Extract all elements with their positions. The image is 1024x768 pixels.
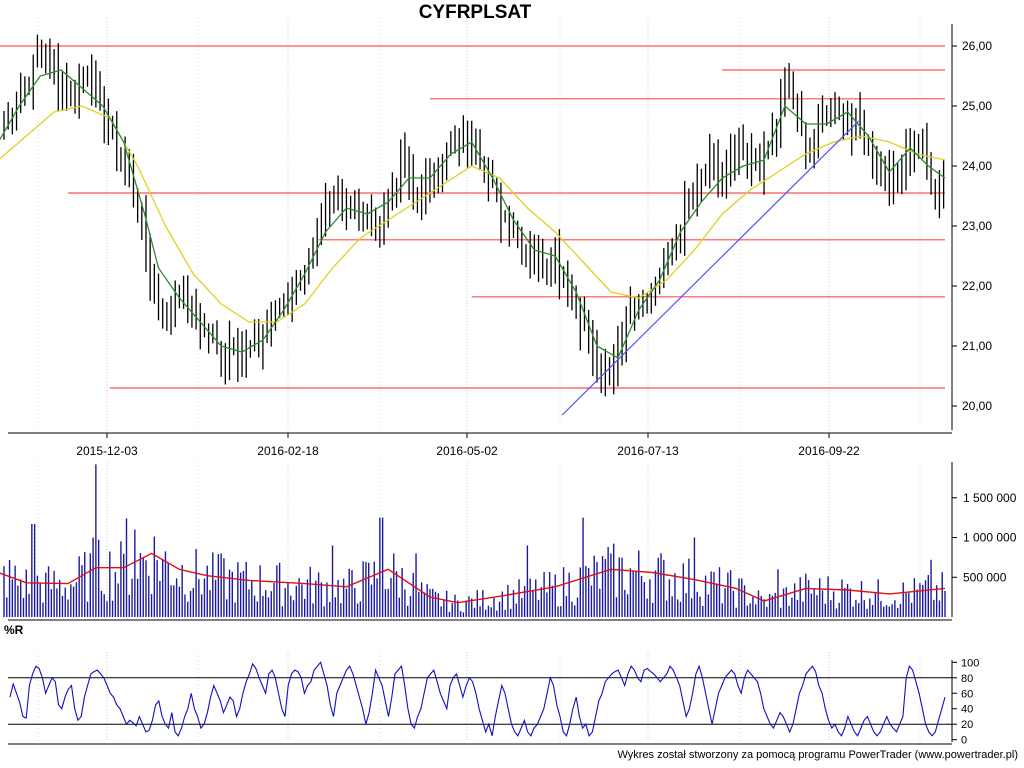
volume-average-line [0,552,946,604]
x-tick-label: 2016-02-18 [257,444,319,458]
williams-y-tick-label: 60 [961,688,973,700]
x-tick-label: 2016-07-13 [617,444,679,458]
williams-y-tick-label: 0 [961,735,967,747]
price-y-tick-label: 26,00 [962,39,992,53]
price-y-tick-label: 22,00 [962,279,992,293]
williams-r-line [9,661,946,737]
fast-moving-average-line [0,69,946,359]
williams-y-tick-label: 20 [961,719,973,731]
williams-y-tick-label: 80 [961,673,973,685]
volume-y-tick-label: 500 000 [963,570,1007,584]
x-tick-label: 2016-09-22 [798,444,860,458]
slow-moving-average-line [0,105,946,323]
x-tick-label: 2016-05-02 [436,444,498,458]
price-y-tick-label: 25,00 [962,99,992,113]
volume-y-tick-label: 1 000 000 [963,531,1017,545]
price-bars [3,34,945,397]
price-y-tick-label: 23,00 [962,219,992,233]
volume-y-tick-label: 1 500 000 [963,491,1017,505]
x-tick-label: 2015-12-03 [76,444,138,458]
price-y-tick-label: 21,00 [962,339,992,353]
price-y-tick-label: 24,00 [962,159,992,173]
williams-y-tick-label: 40 [961,704,973,716]
trend-line [561,120,860,416]
williams-y-tick-label: 100 [961,657,979,669]
williams-r-label: %R [4,623,24,637]
price-y-tick-label: 20,00 [962,399,992,413]
footer-credit: Wykres został stworzony za pomocą progra… [617,749,1018,761]
volume-bars [3,464,946,617]
chart-title: CYFRPLSAT [418,2,532,23]
